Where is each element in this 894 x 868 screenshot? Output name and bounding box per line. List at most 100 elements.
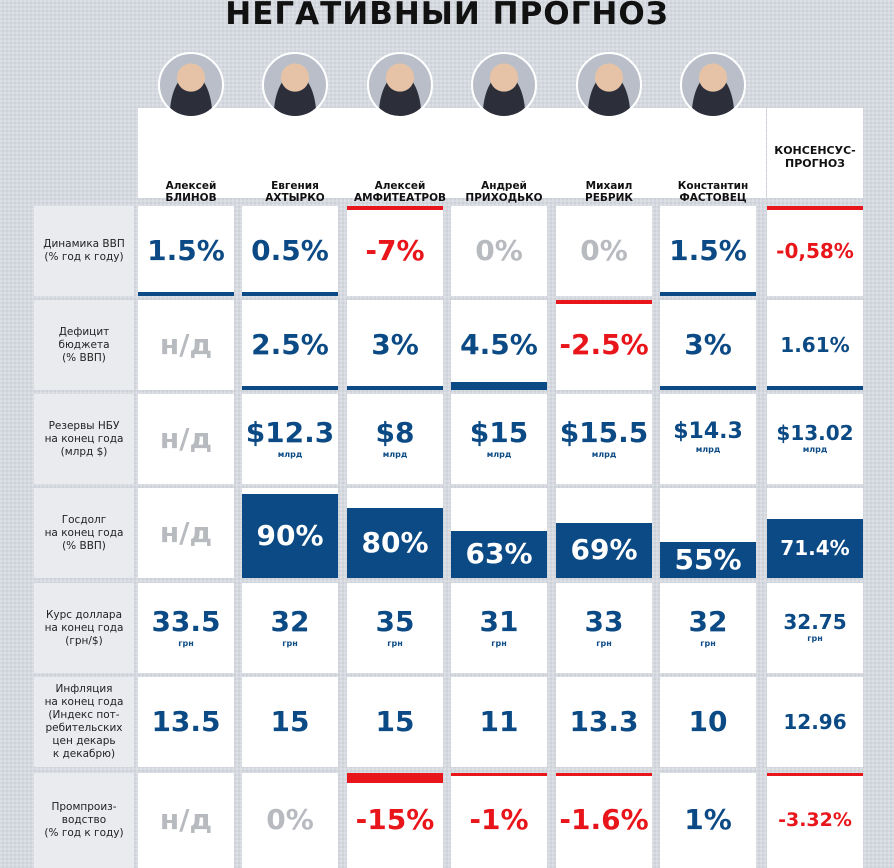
top-accent-bar [767, 206, 863, 210]
row-label-line: Инфляция [55, 683, 113, 695]
cell-value: 13.3 [569, 705, 639, 738]
cell-value: 33 [584, 605, 624, 638]
row-label-text: Резервы НБУ на конец года (млрд $) [45, 420, 124, 459]
forecast-cell: $15 млрд [451, 394, 547, 484]
cell-unit: грн [387, 638, 403, 648]
cell-value: $13.02 [776, 421, 854, 445]
bottom-accent-bar [451, 382, 547, 390]
cell-value: 0% [580, 234, 628, 267]
consensus-cell: 12.96 [767, 677, 863, 767]
expert-header: МихаилРЕБРИКРайффайзенБанк Аваль [556, 52, 662, 239]
expert-first-name: Михаил [585, 180, 633, 192]
forecast-cell: н/д [138, 394, 234, 484]
bottom-accent-bar [242, 386, 338, 390]
row-label-text: Дефицит бюджета (% ВВП) [58, 326, 109, 365]
debt-bar [767, 519, 863, 578]
row-label-line: бюджета [58, 338, 110, 351]
cell-value: -3.32% [778, 809, 852, 831]
row-label-line: к декабрю) [52, 748, 116, 760]
cell-unit: млрд [382, 449, 408, 459]
cell-value: 3% [371, 328, 419, 361]
forecast-cell: -15% [347, 773, 443, 868]
row-label-line: (% год к году) [44, 827, 124, 839]
expert-name: Евгения АХТЫРКО [242, 180, 348, 204]
forecast-cell: 3% [660, 300, 756, 390]
consensus-cell: 32.75 грн [767, 583, 863, 673]
cell-value: $14.3 [673, 419, 743, 444]
forecast-cell: 33.5 грн [138, 583, 234, 673]
forecast-cell: 32 грн [660, 583, 756, 673]
top-accent-bar [347, 206, 443, 210]
cell-unit: грн [596, 638, 612, 648]
avatar [576, 52, 642, 118]
cell-value: 71.4% [780, 536, 850, 560]
cell-value: 32 [688, 605, 728, 638]
debt-bar [556, 523, 652, 578]
bottom-accent-bar [242, 292, 338, 296]
expert-first-name: Алексей [374, 180, 426, 192]
expert-name: Алексей БЛИНОВ [138, 180, 244, 204]
cell-value: 1.61% [780, 333, 850, 357]
avatar [367, 52, 433, 118]
top-accent-bar [767, 773, 863, 776]
row-label-line: (грн/$) [65, 634, 103, 647]
forecast-cell: $12.3 млрд [242, 394, 338, 484]
forecast-cell: 0% [556, 206, 652, 296]
expert-card: АлексейАМФИТЕАТРОВIBI-Rating [347, 108, 453, 226]
cell-value: -2.5% [559, 328, 649, 361]
row-label-line: Динамика ВВП [43, 238, 125, 250]
forecast-cell: -2.5% [556, 300, 652, 390]
cell-value: $15.5 [559, 416, 649, 449]
forecast-cell: 0% [242, 773, 338, 868]
expert-card: АндрейПРИХОДЬКОКредитДнепр [451, 108, 557, 239]
forecast-cell: 80% [347, 488, 443, 578]
row-label-line: Госдолг [61, 513, 107, 526]
expert-header: АлексейБЛИНОВАльфа БанкУкраина [138, 52, 244, 239]
expert-header: КонстантинФАСТОВЕЦAdamantCapital [660, 52, 766, 239]
bottom-accent-bar [138, 292, 234, 296]
bottom-accent-bar [767, 386, 863, 390]
row-label-line: Курс доллара [45, 608, 123, 621]
forecast-cell: 11 [451, 677, 547, 767]
expert-last-name: АХТЫРКО [265, 192, 325, 204]
row-label-line: на конец года [44, 526, 124, 539]
forecast-cell: 15 [242, 677, 338, 767]
forecast-cell: $8 млрд [347, 394, 443, 484]
cell-value: 32 [270, 605, 310, 638]
cell-value: 90% [256, 519, 324, 552]
cell-value: н/д [159, 516, 213, 549]
forecast-cell: 1% [660, 773, 756, 868]
cell-value: 13.5 [151, 705, 221, 738]
avatar [262, 52, 328, 118]
row-label: Госдолг на конец года (% ВВП) [34, 488, 134, 578]
row-label-line: (Индекс пот- [48, 709, 120, 721]
forecast-cell: 90% [242, 488, 338, 578]
forecast-cell: 31 грн [451, 583, 547, 673]
expert-card: МихаилРЕБРИКРайффайзенБанк Аваль [556, 108, 662, 239]
debt-bar [660, 542, 756, 578]
top-accent-bar [451, 773, 547, 776]
cell-value: 0% [266, 803, 314, 836]
forecast-cell: 35 грн [347, 583, 443, 673]
avatar [471, 52, 537, 118]
row-label: Курс доллара на конец года (грн/$) [34, 583, 134, 673]
consensus-header: КОНСЕНСУС- ПРОГНОЗ [767, 108, 863, 198]
expert-last-name: РЕБРИК [585, 192, 633, 204]
debt-bar [347, 508, 443, 578]
cell-value: 12.96 [783, 710, 847, 734]
cell-value: -0,58% [776, 239, 854, 263]
row-label-text: Промпроиз-водство (% год к году) [44, 801, 123, 840]
top-accent-bar [556, 773, 652, 776]
cell-unit: грн [178, 638, 194, 648]
cell-value: 69% [570, 533, 638, 566]
expert-last-name: АМФИТЕАТРОВ [353, 192, 447, 204]
cell-value: $15 [469, 416, 529, 449]
expert-name: Андрей ПРИХОДЬКО [451, 180, 557, 204]
cell-unit: грн [491, 638, 507, 648]
cell-value: н/д [159, 803, 213, 836]
forecast-cell: 63% [451, 488, 547, 578]
row-label-text: Инфляция на конец года (Индекс пот-ребител… [45, 683, 124, 761]
page-title: НЕГАТИВНЫЙ ПРОГНОЗ [225, 0, 669, 32]
bottom-accent-bar [347, 386, 443, 390]
forecast-cell: 69% [556, 488, 652, 578]
